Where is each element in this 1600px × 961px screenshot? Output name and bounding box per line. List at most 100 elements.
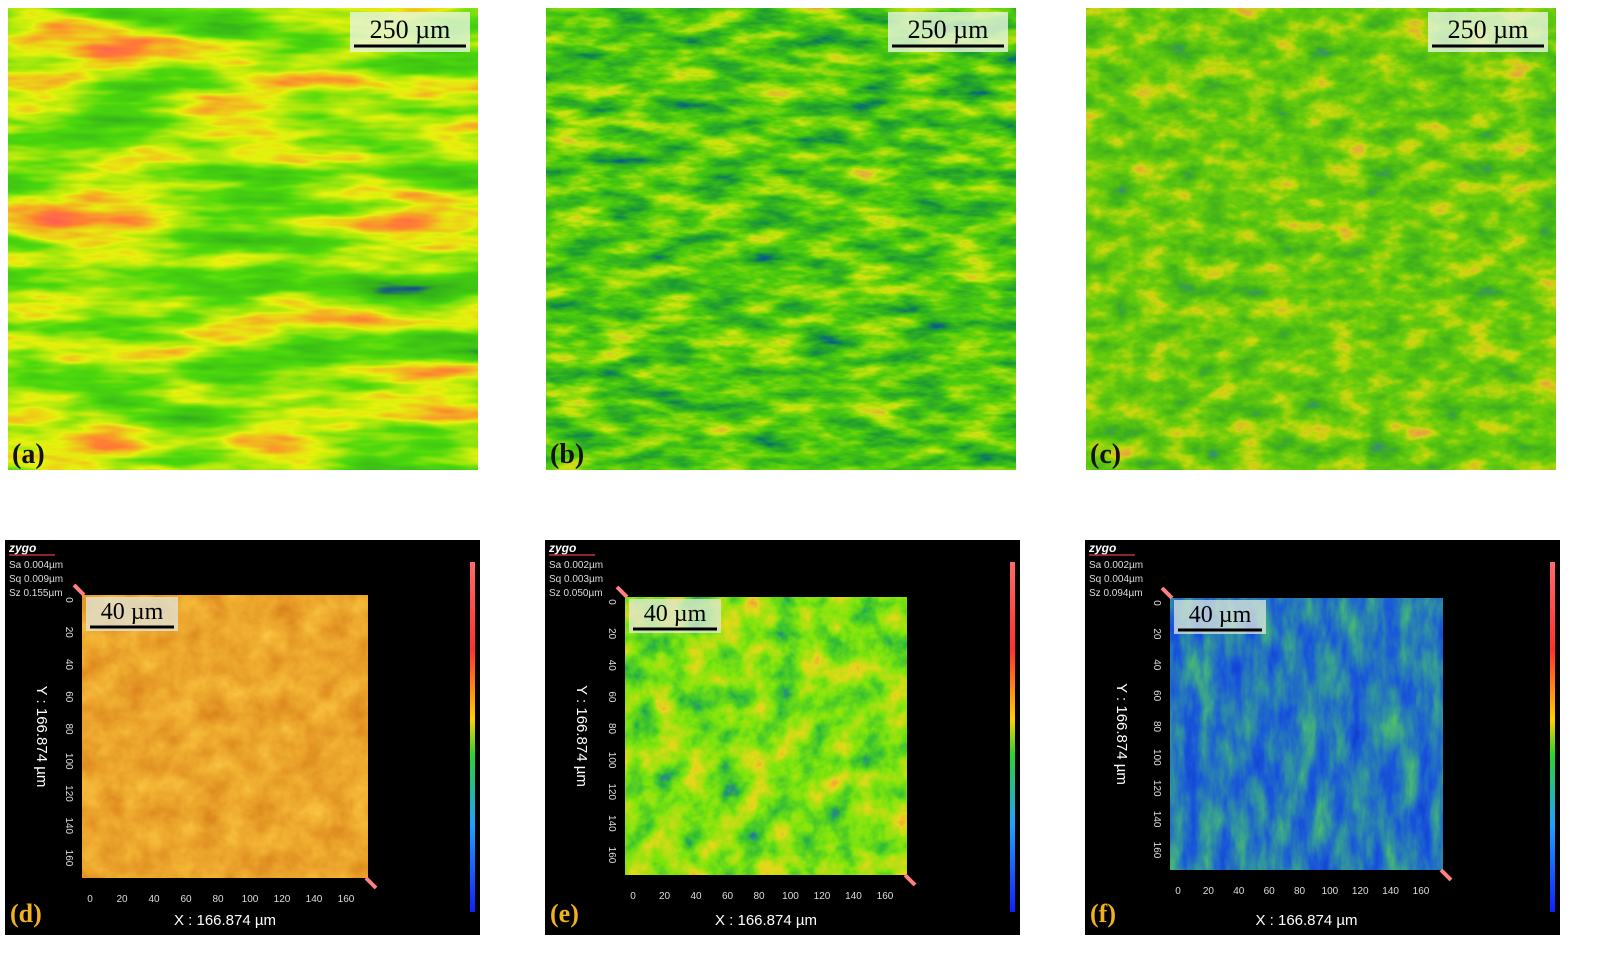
y-tick-label: 100 xyxy=(1151,749,1162,766)
logo: zygo xyxy=(1088,541,1116,555)
roughness-stat: Sa 0.002µm xyxy=(549,560,603,571)
scale-bar-text: 250 µm xyxy=(908,15,989,44)
y-tick-label: 60 xyxy=(63,691,74,703)
scale-bar-box xyxy=(1174,600,1266,634)
roughness-stat: Sq 0.003µm xyxy=(549,574,603,585)
y-tick-label: 20 xyxy=(1151,628,1162,640)
y-tick-label: 120 xyxy=(606,783,617,800)
y-tick-label: 160 xyxy=(1151,842,1162,859)
x-tick-label: 80 xyxy=(1294,886,1306,897)
surface-map xyxy=(82,595,368,878)
micrograph xyxy=(7,7,479,471)
logo: zygo xyxy=(548,541,576,555)
scale-bar-text: 40 µm xyxy=(644,601,707,627)
x-tick-label: 40 xyxy=(690,891,702,902)
x-tick-label: 60 xyxy=(1264,886,1276,897)
x-tick-label: 20 xyxy=(659,891,671,902)
logo: zygo xyxy=(8,541,36,555)
y-tick-label: 80 xyxy=(1151,721,1162,733)
x-tick-label: 160 xyxy=(877,891,894,902)
x-tick-label: 140 xyxy=(306,894,323,905)
x-tick-label: 20 xyxy=(116,894,128,905)
y-tick-label: 40 xyxy=(606,660,617,672)
x-axis-label: X : 166.874 µm xyxy=(174,912,276,929)
roughness-stat: Sz 0.094µm xyxy=(1089,588,1143,599)
x-axis-label: X : 166.874 µm xyxy=(715,912,817,929)
x-tick-label: 80 xyxy=(212,894,224,905)
y-tick-label: 0 xyxy=(1151,600,1162,606)
roughness-stat: Sq 0.004µm xyxy=(1089,574,1143,585)
corner-marker xyxy=(903,873,917,887)
scale-bar-text: 250 µm xyxy=(1448,15,1529,44)
x-tick-label: 0 xyxy=(1175,886,1181,897)
y-tick-label: 140 xyxy=(63,817,74,834)
y-tick-label: 140 xyxy=(1151,811,1162,828)
y-axis-label: Y : 166.874 µm xyxy=(573,685,590,787)
x-tick-label: 60 xyxy=(722,891,734,902)
y-tick-label: 120 xyxy=(63,785,74,802)
x-tick-label: 160 xyxy=(338,894,355,905)
y-tick-label: 80 xyxy=(606,723,617,735)
x-tick-label: 160 xyxy=(1413,886,1430,897)
panel-label: (e) xyxy=(550,899,579,928)
x-tick-label: 40 xyxy=(148,894,160,905)
scale-bar-box xyxy=(86,597,178,631)
roughness-stat: Sa 0.004µm xyxy=(9,560,63,571)
x-tick-label: 120 xyxy=(274,894,291,905)
y-tick-label: 100 xyxy=(63,753,74,770)
corner-marker xyxy=(72,583,86,597)
color-scale xyxy=(470,562,475,912)
y-tick-label: 40 xyxy=(1151,659,1162,671)
surface-map xyxy=(1170,598,1443,870)
x-tick-label: 40 xyxy=(1233,886,1245,897)
y-tick-label: 20 xyxy=(606,628,617,640)
x-tick-label: 0 xyxy=(630,891,636,902)
scale-bar-text: 40 µm xyxy=(101,599,164,625)
corner-marker xyxy=(615,585,629,599)
color-scale xyxy=(1550,562,1555,912)
roughness-stat: Sz 0.050µm xyxy=(549,588,603,599)
color-scale xyxy=(1010,562,1015,912)
x-tick-label: 100 xyxy=(782,891,799,902)
y-tick-label: 40 xyxy=(63,659,74,671)
roughness-stat: Sq 0.009µm xyxy=(9,574,63,585)
y-tick-label: 160 xyxy=(63,850,74,867)
y-tick-label: 160 xyxy=(606,847,617,864)
micrograph xyxy=(1085,7,1557,471)
scale-bar-text: 250 µm xyxy=(370,15,451,44)
scale-bar-box xyxy=(629,599,721,633)
panel-label: (d) xyxy=(10,899,42,928)
panel-label: (c) xyxy=(1090,439,1121,470)
corner-marker xyxy=(364,876,378,890)
surface-map xyxy=(625,597,907,875)
y-tick-label: 80 xyxy=(63,723,74,735)
panel-label: (b) xyxy=(550,439,584,470)
x-tick-label: 140 xyxy=(845,891,862,902)
y-tick-label: 140 xyxy=(606,815,617,832)
y-tick-label: 60 xyxy=(606,691,617,703)
x-tick-label: 20 xyxy=(1203,886,1215,897)
x-tick-label: 100 xyxy=(242,894,259,905)
y-tick-label: 120 xyxy=(1151,780,1162,797)
roughness-stat: Sa 0.002µm xyxy=(1089,560,1143,571)
x-tick-label: 140 xyxy=(1382,886,1399,897)
y-tick-label: 60 xyxy=(1151,690,1162,702)
micrograph xyxy=(545,7,1017,471)
corner-marker xyxy=(1160,586,1174,600)
y-axis-label: Y : 166.874 µm xyxy=(33,686,50,788)
panel-label: (f) xyxy=(1090,899,1116,928)
y-tick-label: 0 xyxy=(606,599,617,605)
y-tick-label: 100 xyxy=(606,752,617,769)
corner-marker xyxy=(1439,868,1453,882)
x-tick-label: 60 xyxy=(180,894,192,905)
roughness-stat: Sz 0.155µm xyxy=(9,588,63,599)
scale-bar-text: 40 µm xyxy=(1189,602,1252,628)
x-tick-label: 80 xyxy=(753,891,765,902)
x-axis-label: X : 166.874 µm xyxy=(1255,912,1357,929)
x-tick-label: 0 xyxy=(87,894,93,905)
y-tick-label: 0 xyxy=(63,597,74,603)
panel-label: (a) xyxy=(12,439,45,470)
y-axis-label: Y : 166.874 µm xyxy=(1113,683,1130,785)
